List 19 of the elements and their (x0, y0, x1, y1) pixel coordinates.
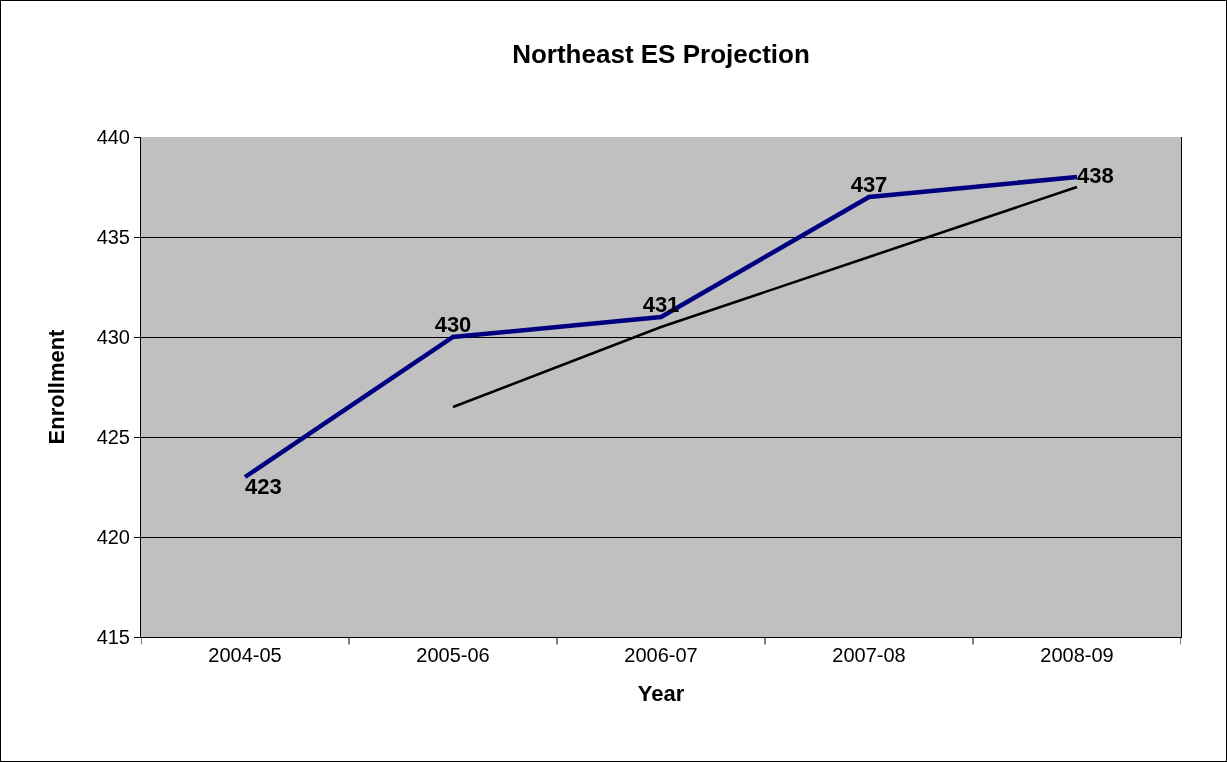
data-label: 430 (434, 311, 472, 337)
y-axis-title: Enrollment (44, 328, 70, 445)
y-tick-label: 440 (96, 126, 130, 148)
y-tick-label: 425 (96, 426, 130, 448)
y-tick-label: 420 (96, 526, 130, 548)
data-label: 437 (850, 171, 888, 197)
x-tick-label: 2006-07 (624, 644, 698, 666)
data-label: 423 (245, 473, 282, 499)
data-label: 431 (642, 291, 680, 317)
x-tick-label: 2008-09 (1040, 644, 1114, 666)
x-tick-label: 2005-06 (416, 644, 490, 666)
x-tick-label: 2007-08 (832, 644, 906, 666)
y-tick-label: 430 (96, 326, 130, 348)
chart-title: Northeast ES Projection (512, 39, 810, 70)
y-tick-label: 415 (96, 626, 130, 648)
x-tick-label: 2004-05 (208, 644, 282, 666)
y-tick-label: 435 (96, 226, 130, 248)
x-axis-title: Year (637, 680, 685, 706)
data-label: 438 (1077, 162, 1114, 188)
